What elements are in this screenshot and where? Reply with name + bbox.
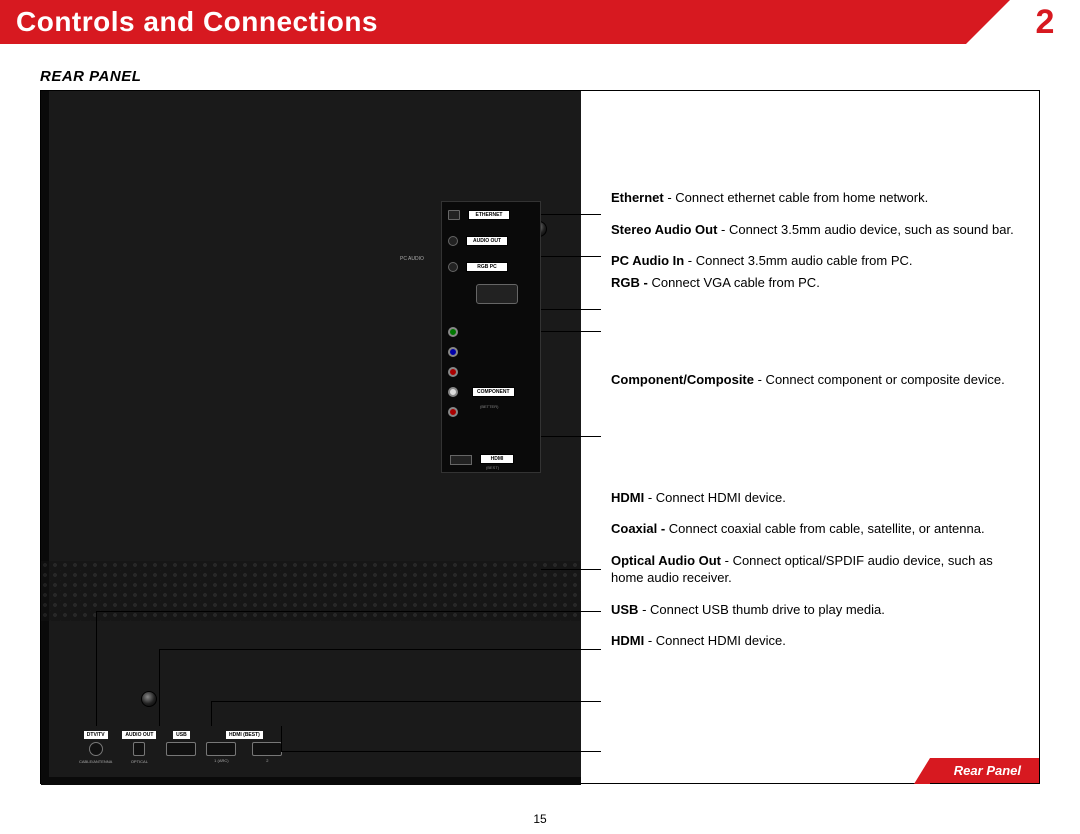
leader-coax-v <box>96 611 97 726</box>
audio-jack-icon <box>448 236 458 246</box>
leader-hdmi2-vv <box>281 726 282 751</box>
hdmi1-sub: 1 (ARC) <box>214 758 228 763</box>
leader-coax-h <box>96 611 601 612</box>
component-sub: (BETTER) <box>480 404 498 409</box>
coax-port-icon <box>89 742 103 756</box>
port-ethernet: ETHERNET <box>442 202 540 228</box>
footer-tag: Rear Panel <box>930 758 1039 783</box>
chapter-header: Controls and Connections 2 <box>0 0 1080 44</box>
optical-port-icon <box>133 742 145 756</box>
leader-component <box>541 436 601 437</box>
section-label: REAR PANEL <box>40 68 141 85</box>
bottom-hdmi-label: HDMI (BEST) <box>226 731 263 739</box>
chapter-title: Controls and Connections <box>16 6 378 38</box>
bottom-audio-out: AUDIO OUT OPTICAL <box>122 731 156 764</box>
rear-panel-figure: PC AUDIO ETHERNET AUDIO OUT RGB PC COMPO… <box>40 90 1040 784</box>
pc-audio-mini-label: PC AUDIO <box>400 256 424 262</box>
port-audio-out: AUDIO OUT <box>442 228 540 254</box>
hdmi-side-label: HDMI <box>480 454 514 464</box>
desc-ethernet: Ethernet - Connect ethernet cable from h… <box>611 189 1021 207</box>
desc-hdmi-side: HDMI - Connect HDMI device. <box>611 489 1021 507</box>
bottom-dtv: DTV/TV CABLE/ANTENNA <box>79 731 112 764</box>
header-slant <box>966 0 1010 44</box>
ethernet-jack-icon <box>448 210 460 220</box>
screw-icon <box>141 691 157 707</box>
ethernet-label: ETHERNET <box>468 210 510 220</box>
component-pr-icon <box>448 367 458 377</box>
composite-l-icon <box>448 387 458 397</box>
usb-label: USB <box>173 731 190 739</box>
bottom-hdmi: HDMI (BEST) 1 (ARC) 2 <box>206 731 282 763</box>
hdmi2-port-icon <box>252 742 282 756</box>
vga-port-icon <box>476 284 518 304</box>
hdmi1-port-icon <box>206 742 236 756</box>
desc-component: Component/Composite - Connect component … <box>611 371 1021 389</box>
hdmi-side-sub: (BEST) <box>486 465 499 470</box>
pc-audio-jack-icon <box>448 262 458 272</box>
rgb-pc-label: RGB PC <box>466 262 508 272</box>
side-port-block: PC AUDIO ETHERNET AUDIO OUT RGB PC COMPO… <box>441 201 541 473</box>
leader-pcaudio <box>541 309 601 310</box>
desc-optical: Optical Audio Out - Connect optical/SPDI… <box>611 552 1021 587</box>
leader-ethernet <box>541 214 601 215</box>
vent-strip <box>41 561 581 621</box>
leader-optical-v <box>159 649 160 726</box>
usb-port-icon <box>166 742 196 756</box>
component-label: COMPONENT <box>472 387 515 397</box>
desc-hdmi-bottom: HDMI - Connect HDMI device. <box>611 632 1021 650</box>
tv-rear-photo: PC AUDIO ETHERNET AUDIO OUT RGB PC COMPO… <box>41 91 581 785</box>
hdmi-port-icon <box>450 455 472 465</box>
composite-r-icon <box>448 407 458 417</box>
desc-stereo: Stereo Audio Out - Connect 3.5mm audio d… <box>611 221 1021 239</box>
leader-stereo <box>541 256 601 257</box>
audio-sub: OPTICAL <box>131 759 148 764</box>
leader-rgb <box>541 331 601 332</box>
desc-pcaudio: PC Audio In - Connect 3.5mm audio cable … <box>611 252 1021 270</box>
header-right: 2 <box>966 0 1080 44</box>
leader-hdmi2-h <box>281 751 601 752</box>
component-block: COMPONENT (BETTER) <box>442 322 540 422</box>
desc-coax: Coaxial - Connect coaxial cable from cab… <box>611 520 1021 538</box>
leader-hdmiside <box>541 569 601 570</box>
bottom-usb: USB <box>166 731 196 756</box>
bottom-audio-label: AUDIO OUT <box>122 731 156 739</box>
dtv-label: DTV/TV <box>84 731 108 739</box>
port-rgb-pc: RGB PC <box>442 254 540 280</box>
desc-rgb: RGB - Connect VGA cable from PC. <box>611 274 1021 292</box>
leader-usb-v <box>211 701 212 726</box>
chapter-number: 2 <box>1010 0 1080 44</box>
leader-usb-h <box>211 701 601 702</box>
bottom-port-strip: DTV/TV CABLE/ANTENNA AUDIO OUT OPTICAL U… <box>79 731 282 764</box>
leader-optical-h <box>159 649 601 650</box>
dtv-sub: CABLE/ANTENNA <box>79 759 112 764</box>
hdmi2-sub: 2 <box>266 758 268 763</box>
audio-out-label: AUDIO OUT <box>466 236 508 246</box>
description-list: Ethernet - Connect ethernet cable from h… <box>611 189 1021 664</box>
page-number: 15 <box>533 812 546 826</box>
desc-usb: USB - Connect USB thumb drive to play me… <box>611 601 1021 619</box>
component-y-icon <box>448 327 458 337</box>
component-pb-icon <box>448 347 458 357</box>
